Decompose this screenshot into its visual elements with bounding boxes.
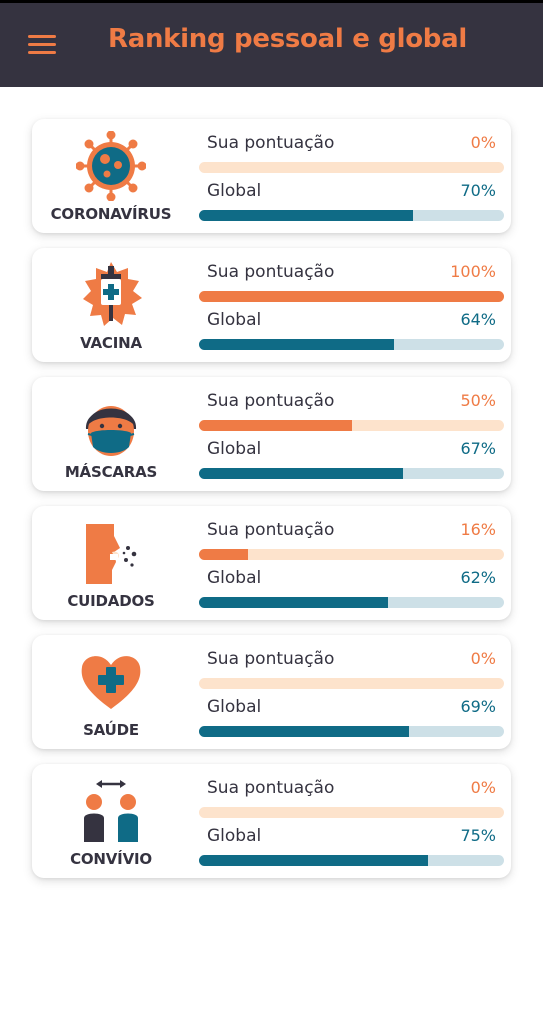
global-score-value: 69% bbox=[460, 697, 496, 716]
global-score-label: Global bbox=[207, 439, 262, 459]
personal-score-label: Sua pontuação bbox=[207, 520, 335, 540]
global-score-bar bbox=[199, 339, 504, 350]
personal-score-value: 0% bbox=[470, 649, 496, 668]
personal-score-label: Sua pontuação bbox=[207, 778, 335, 798]
global-score-label: Global bbox=[207, 826, 262, 846]
personal-score-bar bbox=[199, 291, 504, 302]
global-score-label: Global bbox=[207, 181, 262, 201]
virus-icon bbox=[75, 130, 147, 202]
sneeze-icon bbox=[76, 518, 146, 588]
personal-score-bar bbox=[199, 549, 504, 560]
global-score-bar bbox=[199, 855, 504, 866]
ranking-card-convivio[interactable]: CONVÍVIO Sua pontuação 0% Global 75% bbox=[32, 764, 511, 878]
health-heart-icon bbox=[76, 647, 146, 717]
ranking-card-coronavirus[interactable]: CORONAVÍRUS Sua pontuação 0% Global 70% bbox=[32, 119, 511, 233]
social-distance-icon bbox=[76, 776, 146, 846]
personal-score-label: Sua pontuação bbox=[207, 262, 335, 282]
hamburger-menu-icon[interactable] bbox=[28, 34, 56, 54]
category-label: SAÚDE bbox=[83, 721, 139, 739]
global-score-bar bbox=[199, 468, 504, 479]
personal-score-label: Sua pontuação bbox=[207, 649, 335, 669]
personal-score-bar bbox=[199, 678, 504, 689]
category-label: VACINA bbox=[80, 334, 142, 352]
app-header: Ranking pessoal e global bbox=[0, 0, 543, 87]
global-score-label: Global bbox=[207, 568, 262, 588]
global-score-bar bbox=[199, 210, 504, 221]
category-label: CONVÍVIO bbox=[70, 850, 152, 868]
personal-score-label: Sua pontuação bbox=[207, 391, 335, 411]
global-score-bar bbox=[199, 726, 504, 737]
category-label: CORONAVÍRUS bbox=[50, 205, 172, 223]
ranking-card-mascaras[interactable]: MÁSCARAS Sua pontuação 50% Global 67% bbox=[32, 377, 511, 491]
category-label: MÁSCARAS bbox=[64, 463, 158, 481]
global-score-label: Global bbox=[207, 697, 262, 717]
ranking-card-cuidados[interactable]: CUIDADOS Sua pontuação 16% Global 62% bbox=[32, 506, 511, 620]
ranking-card-saude[interactable]: SAÚDE Sua pontuação 0% Global 69% bbox=[32, 635, 511, 749]
personal-score-value: 16% bbox=[460, 520, 496, 539]
global-score-value: 62% bbox=[460, 568, 496, 587]
global-score-value: 67% bbox=[460, 439, 496, 458]
global-score-value: 70% bbox=[460, 181, 496, 200]
ranking-list: CORONAVÍRUS Sua pontuação 0% Global 70% … bbox=[32, 119, 511, 893]
personal-score-value: 0% bbox=[470, 133, 496, 152]
personal-score-bar bbox=[199, 420, 504, 431]
vaccine-syringe-icon bbox=[76, 260, 146, 330]
personal-score-value: 0% bbox=[470, 778, 496, 797]
global-score-value: 64% bbox=[460, 310, 496, 329]
personal-score-value: 50% bbox=[460, 391, 496, 410]
personal-score-bar bbox=[199, 807, 504, 818]
ranking-card-vacina[interactable]: VACINA Sua pontuação 100% Global 64% bbox=[32, 248, 511, 362]
personal-score-bar bbox=[199, 162, 504, 173]
personal-score-label: Sua pontuação bbox=[207, 133, 335, 153]
global-score-label: Global bbox=[207, 310, 262, 330]
global-score-value: 75% bbox=[460, 826, 496, 845]
personal-score-value: 100% bbox=[450, 262, 496, 281]
face-mask-icon bbox=[76, 389, 146, 459]
global-score-bar bbox=[199, 597, 504, 608]
category-label: CUIDADOS bbox=[67, 592, 155, 610]
page-title: Ranking pessoal e global bbox=[108, 24, 467, 54]
